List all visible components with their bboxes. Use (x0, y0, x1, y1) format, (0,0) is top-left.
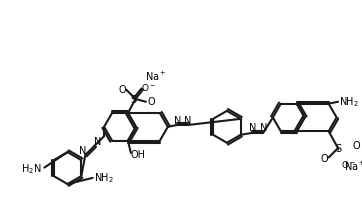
Text: OH: OH (131, 150, 146, 160)
Text: O: O (148, 97, 155, 107)
Text: N: N (94, 137, 101, 147)
Text: O$^-$: O$^-$ (141, 82, 156, 93)
Text: N: N (249, 123, 257, 133)
Text: NH$_2$: NH$_2$ (339, 95, 359, 109)
Text: Na$^+$: Na$^+$ (344, 160, 362, 174)
Text: N: N (184, 116, 191, 126)
Text: O: O (118, 85, 126, 95)
Text: N: N (261, 123, 268, 133)
Text: Na$^+$: Na$^+$ (146, 70, 167, 83)
Text: O$^-$: O$^-$ (341, 160, 356, 170)
Text: S: S (131, 95, 137, 105)
Text: S: S (335, 144, 341, 154)
Text: O: O (353, 141, 361, 151)
Text: H$_2$N: H$_2$N (21, 163, 41, 176)
Text: NH$_2$: NH$_2$ (94, 171, 114, 185)
Text: N: N (174, 116, 182, 126)
Text: O: O (320, 154, 328, 164)
Text: N: N (79, 146, 86, 156)
